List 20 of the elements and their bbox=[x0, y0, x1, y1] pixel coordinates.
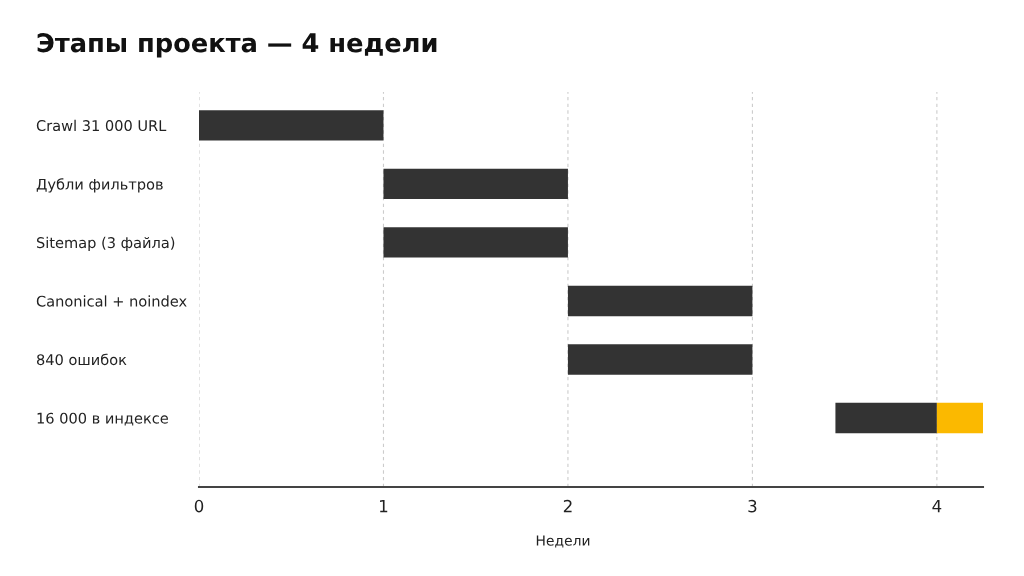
y-tick-label: Дубли фильтров bbox=[36, 178, 163, 193]
bar bbox=[567, 285, 753, 317]
bar bbox=[383, 227, 568, 258]
x-tick-label: 3 bbox=[748, 499, 757, 513]
chart-title: Этапы проекта — 4 недели bbox=[37, 33, 437, 58]
x-tick-label: 2 bbox=[563, 499, 572, 513]
bar bbox=[383, 168, 568, 200]
y-tick-label: 16 000 в индексе bbox=[37, 412, 168, 426]
y-tick-label: 840 ошибок bbox=[36, 353, 127, 366]
y-tick-label: Crawl 31 000 URL bbox=[36, 119, 167, 132]
bar bbox=[567, 344, 753, 375]
y-tick-label: Sitemap (3 файла) bbox=[36, 236, 175, 251]
x-tick-label: 0 bbox=[194, 499, 204, 513]
bar bbox=[936, 402, 983, 434]
bar bbox=[199, 110, 384, 141]
y-tick-label: Canonical + noindex bbox=[36, 295, 187, 307]
bar bbox=[835, 402, 937, 434]
x-axis-title: Недели bbox=[536, 535, 590, 548]
x-tick-label: 1 bbox=[380, 500, 388, 513]
x-tick-label: 4 bbox=[932, 500, 942, 513]
